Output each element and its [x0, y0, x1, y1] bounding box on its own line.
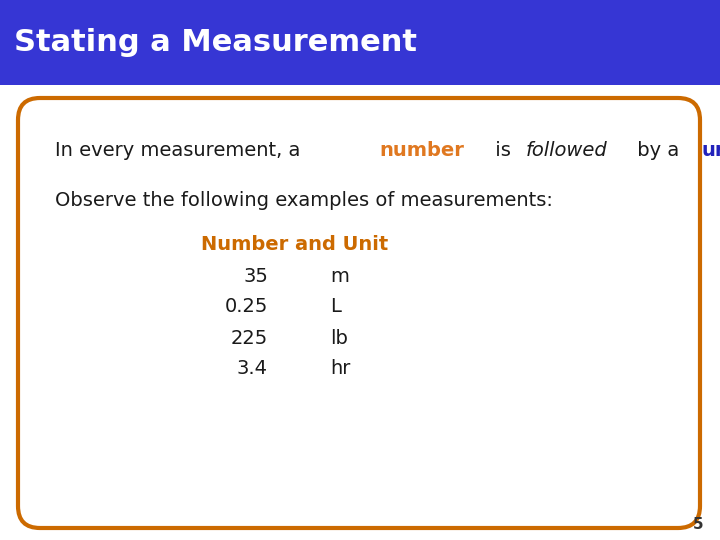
- Text: Stating a Measurement: Stating a Measurement: [14, 28, 417, 57]
- Text: 5: 5: [693, 517, 703, 532]
- Text: In every measurement, a: In every measurement, a: [55, 140, 307, 159]
- Text: L: L: [330, 298, 341, 316]
- Text: m: m: [330, 267, 349, 286]
- Text: number: number: [379, 140, 464, 159]
- Text: Number and Unit: Number and Unit: [202, 235, 389, 254]
- Text: unit: unit: [701, 140, 720, 159]
- Text: 35: 35: [243, 267, 268, 286]
- Text: Observe the following examples of measurements:: Observe the following examples of measur…: [55, 191, 553, 210]
- Text: by a: by a: [631, 140, 685, 159]
- FancyBboxPatch shape: [0, 0, 720, 85]
- Text: 0.25: 0.25: [225, 298, 268, 316]
- Text: 3.4: 3.4: [237, 360, 268, 379]
- Text: lb: lb: [330, 328, 348, 348]
- Text: hr: hr: [330, 360, 351, 379]
- FancyBboxPatch shape: [18, 98, 700, 528]
- Text: 225: 225: [230, 328, 268, 348]
- Text: is: is: [489, 140, 517, 159]
- Text: followed: followed: [526, 140, 607, 159]
